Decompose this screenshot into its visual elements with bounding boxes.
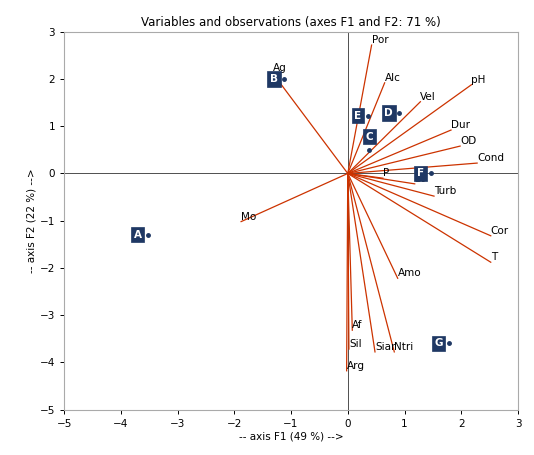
Text: Turb: Turb: [434, 186, 456, 196]
Text: Por: Por: [372, 35, 388, 45]
Text: E: E: [355, 111, 362, 121]
Text: Siar: Siar: [375, 342, 395, 352]
Text: C: C: [365, 131, 373, 142]
Text: Ntri: Ntri: [394, 342, 413, 352]
Text: G: G: [434, 339, 443, 349]
Text: pH: pH: [472, 75, 486, 85]
Text: Dur: Dur: [451, 120, 470, 130]
Text: B: B: [270, 74, 278, 84]
Text: Af: Af: [352, 320, 363, 330]
Text: St: St: [415, 174, 426, 184]
Text: Ag: Ag: [273, 63, 287, 73]
Text: P: P: [383, 168, 389, 178]
Text: A: A: [134, 230, 142, 240]
Text: F: F: [417, 168, 424, 178]
X-axis label: -- axis F1 (49 %) -->: -- axis F1 (49 %) -->: [239, 431, 343, 441]
Text: Alc: Alc: [384, 73, 400, 83]
Y-axis label: -- axis F2 (22 %) -->: -- axis F2 (22 %) -->: [27, 168, 37, 273]
Text: Cond: Cond: [477, 153, 504, 163]
Text: Arg: Arg: [347, 361, 365, 371]
Text: Sil: Sil: [349, 339, 362, 349]
Text: Mo: Mo: [241, 212, 256, 222]
Text: OD: OD: [460, 136, 476, 146]
Text: Amo: Amo: [398, 268, 421, 278]
Text: Vel: Vel: [420, 92, 436, 102]
Text: T: T: [491, 252, 497, 262]
Title: Variables and observations (axes F1 and F2: 71 %): Variables and observations (axes F1 and …: [141, 16, 441, 29]
Text: Cor: Cor: [491, 226, 509, 236]
Text: D: D: [384, 108, 393, 118]
